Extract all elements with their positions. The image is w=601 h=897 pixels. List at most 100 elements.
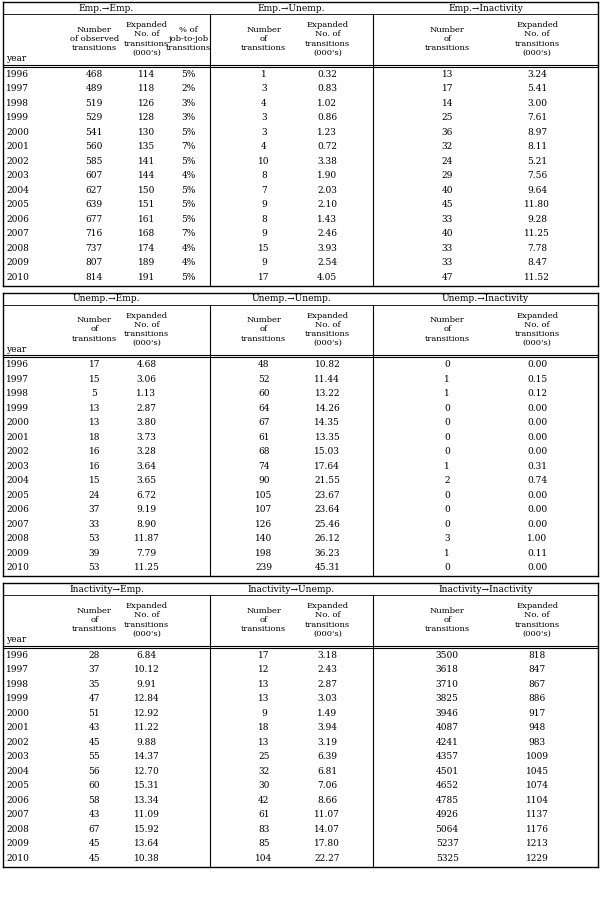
Text: 4%: 4% xyxy=(182,171,196,180)
Text: 140: 140 xyxy=(255,534,272,543)
Text: 1998: 1998 xyxy=(6,680,29,689)
Text: 130: 130 xyxy=(138,127,155,136)
Text: 11.44: 11.44 xyxy=(314,375,340,384)
Text: 948: 948 xyxy=(529,723,546,732)
Text: 1176: 1176 xyxy=(526,824,549,833)
Text: 0: 0 xyxy=(444,491,450,500)
Text: 3.93: 3.93 xyxy=(317,244,337,253)
Text: 51: 51 xyxy=(88,709,100,718)
Text: 1: 1 xyxy=(444,462,450,471)
Text: 60: 60 xyxy=(88,781,100,790)
Text: 2000: 2000 xyxy=(6,418,29,427)
Text: 13.22: 13.22 xyxy=(314,389,340,398)
Text: 0.72: 0.72 xyxy=(317,142,337,151)
Text: 0: 0 xyxy=(444,432,450,441)
Text: 2003: 2003 xyxy=(6,171,29,180)
Text: 13.35: 13.35 xyxy=(314,432,340,441)
Text: Inactivity→Inactivity: Inactivity→Inactivity xyxy=(438,585,532,594)
Text: 4.05: 4.05 xyxy=(317,273,338,282)
Text: 45: 45 xyxy=(88,839,100,848)
Text: 1: 1 xyxy=(261,70,267,79)
Text: 3.80: 3.80 xyxy=(136,418,156,427)
Text: 8.47: 8.47 xyxy=(527,258,548,267)
Text: 43: 43 xyxy=(88,810,100,819)
Text: 5325: 5325 xyxy=(436,854,459,863)
Text: 1999: 1999 xyxy=(6,113,29,122)
Text: 13: 13 xyxy=(258,680,269,689)
Text: year: year xyxy=(6,635,26,644)
Text: 2006: 2006 xyxy=(6,505,29,514)
Text: 8.66: 8.66 xyxy=(317,796,337,805)
Text: 40: 40 xyxy=(442,229,453,238)
Text: 1.00: 1.00 xyxy=(527,534,548,543)
Text: 67: 67 xyxy=(88,824,100,833)
Text: 150: 150 xyxy=(138,186,155,195)
Text: 10.38: 10.38 xyxy=(133,854,159,863)
Text: 6.39: 6.39 xyxy=(317,752,337,761)
Text: 468: 468 xyxy=(86,70,103,79)
Text: 9.88: 9.88 xyxy=(136,737,156,746)
Text: 847: 847 xyxy=(529,665,546,674)
Text: 4: 4 xyxy=(261,142,267,151)
Text: 1: 1 xyxy=(444,375,450,384)
Text: 607: 607 xyxy=(86,171,103,180)
Text: 0: 0 xyxy=(444,563,450,572)
Text: 13.64: 13.64 xyxy=(133,839,159,848)
Text: Expanded
No. of
transitions
(000's): Expanded No. of transitions (000's) xyxy=(124,311,169,347)
Text: 2007: 2007 xyxy=(6,229,29,238)
Text: 114: 114 xyxy=(138,70,155,79)
Text: 10.82: 10.82 xyxy=(314,360,340,369)
Text: 4: 4 xyxy=(261,99,267,108)
Text: 45.31: 45.31 xyxy=(314,563,340,572)
Text: 174: 174 xyxy=(138,244,155,253)
Text: year: year xyxy=(6,344,26,353)
Text: Number
of observed
transitions: Number of observed transitions xyxy=(70,26,119,52)
Text: 53: 53 xyxy=(88,563,100,572)
Text: 2.03: 2.03 xyxy=(317,186,337,195)
Text: 8.90: 8.90 xyxy=(136,519,156,528)
Text: 12.70: 12.70 xyxy=(133,767,159,776)
Text: 2008: 2008 xyxy=(6,534,29,543)
Text: 12.92: 12.92 xyxy=(133,709,159,718)
Text: Inactivity→Unemp.: Inactivity→Unemp. xyxy=(248,585,335,594)
Text: 17: 17 xyxy=(442,84,453,93)
Text: 39: 39 xyxy=(88,549,100,558)
Text: 11.25: 11.25 xyxy=(133,563,159,572)
Text: 5064: 5064 xyxy=(436,824,459,833)
Text: 2006: 2006 xyxy=(6,796,29,805)
Text: 1229: 1229 xyxy=(526,854,549,863)
Text: 2005: 2005 xyxy=(6,491,29,500)
Text: 26.12: 26.12 xyxy=(314,534,340,543)
Text: 68: 68 xyxy=(258,447,269,456)
Text: 16: 16 xyxy=(88,447,100,456)
Text: 52: 52 xyxy=(258,375,269,384)
Text: 3.18: 3.18 xyxy=(317,650,337,659)
Text: 32: 32 xyxy=(258,767,269,776)
Text: 1998: 1998 xyxy=(6,389,29,398)
Text: Number
of
transitions: Number of transitions xyxy=(72,317,117,343)
Text: 25: 25 xyxy=(442,113,453,122)
Text: 67: 67 xyxy=(258,418,269,427)
Text: 4241: 4241 xyxy=(436,737,459,746)
Text: 3825: 3825 xyxy=(436,694,459,703)
Text: 677: 677 xyxy=(86,214,103,223)
Text: 8: 8 xyxy=(261,171,267,180)
Text: 18: 18 xyxy=(88,432,100,441)
Text: 2002: 2002 xyxy=(6,447,29,456)
Text: 118: 118 xyxy=(138,84,155,93)
Text: 13: 13 xyxy=(88,404,100,413)
Text: 5%: 5% xyxy=(182,157,196,166)
Text: 13: 13 xyxy=(258,737,269,746)
Text: 15.31: 15.31 xyxy=(133,781,159,790)
Text: Unemp.→Unemp.: Unemp.→Unemp. xyxy=(252,294,331,303)
Text: 2003: 2003 xyxy=(6,752,29,761)
Text: 24: 24 xyxy=(88,491,100,500)
Text: 4087: 4087 xyxy=(436,723,459,732)
Text: 61: 61 xyxy=(258,432,269,441)
Text: 529: 529 xyxy=(86,113,103,122)
Text: 3.24: 3.24 xyxy=(527,70,547,79)
Text: 0.00: 0.00 xyxy=(527,505,548,514)
Text: 560: 560 xyxy=(85,142,103,151)
Text: 3.94: 3.94 xyxy=(317,723,337,732)
Text: 30: 30 xyxy=(258,781,269,790)
